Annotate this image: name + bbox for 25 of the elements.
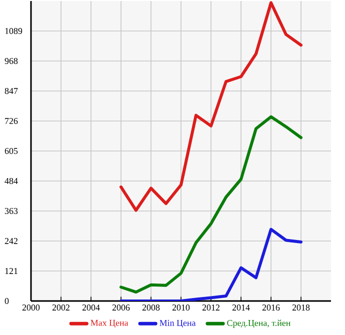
x-tick-label: 2010	[172, 304, 190, 311]
legend-label: Сред.Цена, т.йен	[227, 320, 290, 328]
legend-label: Max Цена	[90, 320, 128, 328]
x-tick-label: 2006	[112, 304, 130, 311]
x-tick-label: 2012	[202, 304, 220, 311]
x-tick-label: 2008	[142, 304, 160, 311]
x-tick-label: 2016	[262, 304, 280, 311]
x-tick-label: 2004	[82, 304, 100, 311]
y-tick-label: 0	[4, 298, 9, 304]
y-tick-label: 484	[4, 178, 18, 184]
x-tick-label: 2002	[52, 304, 70, 311]
x-tick-label: 2014	[232, 304, 250, 311]
line-series	[120, 1, 302, 212]
y-tick-label: 726	[5, 118, 18, 124]
y-tick-label: 242	[4, 238, 18, 244]
y-tick-label: 1089	[5, 28, 22, 34]
legend-label: Min Цена	[160, 320, 196, 328]
y-tick-label: 363	[4, 208, 18, 214]
y-tick-label: 121	[5, 268, 18, 274]
y-tick-label: 968	[4, 58, 18, 64]
line-series	[120, 115, 302, 294]
x-tick-label: 2018	[292, 304, 310, 311]
y-tick-label: 847	[4, 88, 18, 94]
y-tick-label: 605	[4, 148, 18, 154]
x-tick-label: 2000	[22, 304, 40, 311]
